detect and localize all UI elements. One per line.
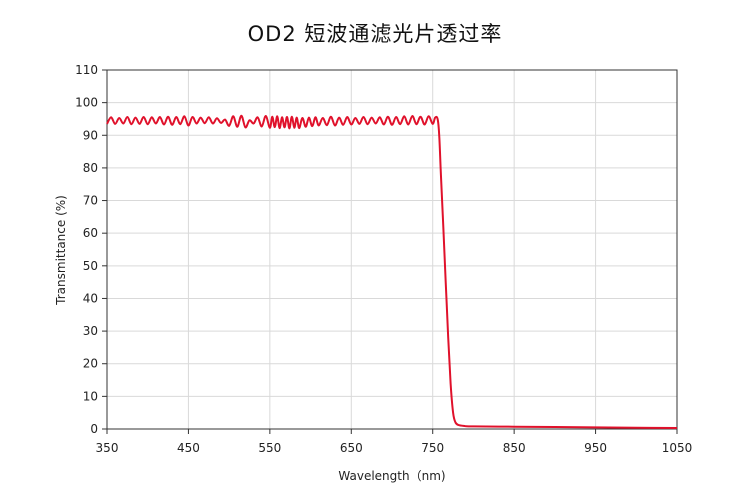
y-tick-label: 50 <box>83 259 98 273</box>
x-tick-label: 450 <box>177 441 200 455</box>
x-tick-label: 750 <box>421 441 444 455</box>
grid-layer <box>107 70 677 429</box>
y-tick-label: 10 <box>83 389 98 403</box>
x-tick-label: 550 <box>258 441 281 455</box>
y-tick-label: 100 <box>75 96 98 110</box>
x-tick-label: 1050 <box>662 441 693 455</box>
y-tick-label: 40 <box>83 291 98 305</box>
x-tick-label: 950 <box>584 441 607 455</box>
plot-frame <box>106 69 678 430</box>
x-tick-label: 650 <box>340 441 363 455</box>
x-tick-label: 350 <box>96 441 119 455</box>
series-line-transmittance <box>106 114 678 429</box>
y-tick-label: 0 <box>90 422 98 436</box>
y-tick-label: 60 <box>83 226 98 240</box>
chart-title: OD2 短波通滤光片透过率 <box>247 22 503 46</box>
y-axis-label: Transmittance (%) <box>54 195 68 306</box>
y-tick-label: 20 <box>83 357 98 371</box>
x-axis-label: Wavelength（nm) <box>338 469 445 483</box>
y-tick-label: 30 <box>83 324 98 338</box>
y-tick-label: 70 <box>83 194 98 208</box>
tick-layer: 350 450 550 650 750 850 950 1050 0 10 20 30 40 50 60 70… <box>75 63 692 455</box>
y-tick-label: 110 <box>75 63 98 77</box>
y-tick-label: 90 <box>83 128 98 142</box>
y-tick-label: 80 <box>83 161 98 175</box>
x-tick-label: 850 <box>503 441 526 455</box>
